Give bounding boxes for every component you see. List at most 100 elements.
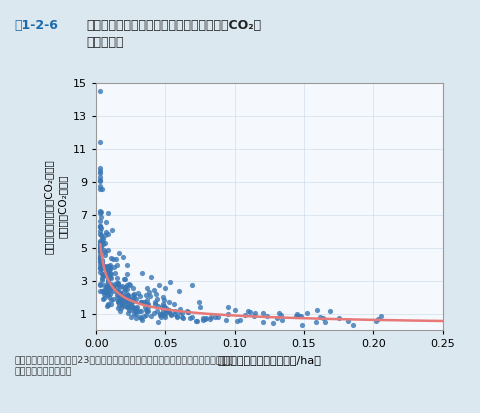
Point xyxy=(123,298,131,304)
Point xyxy=(104,279,112,285)
Point xyxy=(100,263,108,269)
Point xyxy=(130,294,138,301)
Point xyxy=(162,308,169,315)
Point xyxy=(97,263,105,270)
Point xyxy=(96,164,104,171)
Point xyxy=(109,256,117,263)
Point xyxy=(106,282,113,289)
Point xyxy=(106,270,114,276)
Point xyxy=(100,246,108,253)
Point xyxy=(178,310,186,316)
Point xyxy=(111,256,119,263)
Point xyxy=(99,296,107,303)
Point xyxy=(109,283,117,290)
Point xyxy=(192,317,200,324)
Point xyxy=(120,294,127,301)
Point xyxy=(120,303,127,309)
Point xyxy=(321,319,328,326)
Point xyxy=(96,223,104,230)
Point xyxy=(101,263,108,270)
Point xyxy=(241,312,249,319)
Point xyxy=(104,247,111,254)
Point xyxy=(96,251,104,258)
Point xyxy=(96,255,104,262)
Point xyxy=(106,287,113,293)
Point xyxy=(138,270,145,276)
Point xyxy=(104,268,111,275)
Point xyxy=(130,305,138,311)
Point xyxy=(176,306,183,313)
Point xyxy=(179,315,187,321)
Point xyxy=(259,310,266,316)
Point xyxy=(103,282,110,289)
Point xyxy=(221,316,229,323)
Point xyxy=(115,298,122,305)
Point xyxy=(103,292,110,299)
Point xyxy=(213,314,221,320)
Point xyxy=(132,304,139,311)
Point xyxy=(259,318,266,325)
Point xyxy=(158,311,166,318)
Point xyxy=(119,299,126,305)
Point xyxy=(325,308,333,315)
Point xyxy=(113,275,120,281)
Point xyxy=(137,314,144,321)
Point xyxy=(101,271,108,278)
Point xyxy=(111,280,119,287)
Point xyxy=(147,313,155,320)
Point xyxy=(186,314,193,321)
Point xyxy=(150,287,157,293)
Point xyxy=(160,303,168,310)
Point xyxy=(165,306,173,313)
Point xyxy=(107,271,115,277)
Point xyxy=(243,308,251,314)
Point xyxy=(141,304,148,310)
Point xyxy=(142,292,149,298)
Point xyxy=(127,313,134,320)
Point xyxy=(102,228,110,235)
Point xyxy=(103,303,110,309)
Point xyxy=(96,209,104,216)
Point xyxy=(105,264,112,271)
Point xyxy=(111,270,119,276)
Point xyxy=(170,300,178,307)
Point xyxy=(123,309,131,316)
Point xyxy=(120,253,127,260)
Point xyxy=(151,300,158,307)
Point xyxy=(96,261,104,268)
Point xyxy=(166,279,174,285)
Point xyxy=(120,292,128,299)
Point xyxy=(142,312,150,319)
Point xyxy=(116,290,124,297)
Point xyxy=(103,262,111,269)
Point xyxy=(372,318,380,324)
Point xyxy=(165,309,172,315)
Point xyxy=(110,264,118,271)
Point xyxy=(161,304,169,311)
Point xyxy=(117,291,125,298)
Point xyxy=(96,239,104,245)
Point xyxy=(98,271,106,278)
Point xyxy=(162,307,170,314)
Point xyxy=(124,302,132,309)
Point xyxy=(157,313,165,320)
Point xyxy=(107,297,115,304)
Point xyxy=(101,271,109,278)
Point xyxy=(116,295,124,302)
Point xyxy=(96,183,104,189)
Point xyxy=(128,306,136,313)
Point xyxy=(103,287,111,294)
Point xyxy=(104,291,112,298)
Point xyxy=(161,310,169,317)
Point xyxy=(158,304,166,310)
Point xyxy=(302,309,310,316)
Point xyxy=(115,250,123,256)
Point xyxy=(116,290,123,297)
Point xyxy=(144,307,152,314)
Point xyxy=(155,282,162,289)
Point xyxy=(122,261,130,268)
Point xyxy=(107,255,114,261)
Point xyxy=(121,301,129,308)
Point xyxy=(96,168,104,174)
Point xyxy=(114,288,122,295)
